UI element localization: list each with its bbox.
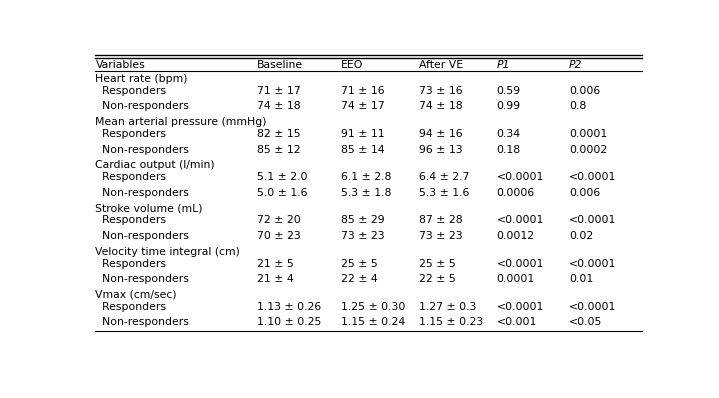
Text: 82 ± 15: 82 ± 15: [257, 129, 301, 139]
Text: Responders: Responders: [96, 259, 166, 269]
Text: 22 ± 5: 22 ± 5: [418, 274, 455, 284]
Text: 0.01: 0.01: [569, 274, 593, 284]
Text: Velocity time integral (cm): Velocity time integral (cm): [96, 247, 240, 257]
Text: Non-responders: Non-responders: [96, 188, 189, 198]
Text: 5.1 ± 2.0: 5.1 ± 2.0: [257, 172, 308, 182]
Text: <0.0001: <0.0001: [497, 172, 544, 182]
Text: 0.02: 0.02: [569, 231, 593, 241]
Text: 0.0002: 0.0002: [569, 144, 608, 154]
Text: 1.15 ± 0.23: 1.15 ± 0.23: [418, 318, 483, 328]
Text: Heart rate (bpm): Heart rate (bpm): [96, 74, 188, 84]
Text: 87 ± 28: 87 ± 28: [418, 215, 462, 225]
Text: After VE: After VE: [418, 60, 463, 70]
Text: Mean arterial pressure (mmHg): Mean arterial pressure (mmHg): [96, 117, 267, 127]
Text: 0.0001: 0.0001: [497, 274, 535, 284]
Text: 85 ± 14: 85 ± 14: [341, 144, 384, 154]
Text: <0.0001: <0.0001: [497, 215, 544, 225]
Text: 1.10 ± 0.25: 1.10 ± 0.25: [257, 318, 321, 328]
Text: P1: P1: [497, 60, 510, 70]
Text: 73 ± 16: 73 ± 16: [418, 86, 462, 96]
Text: 73 ± 23: 73 ± 23: [418, 231, 462, 241]
Text: <0.0001: <0.0001: [497, 259, 544, 269]
Text: 25 ± 5: 25 ± 5: [341, 259, 377, 269]
Text: Stroke volume (mL): Stroke volume (mL): [96, 203, 203, 213]
Text: 5.0 ± 1.6: 5.0 ± 1.6: [257, 188, 308, 198]
Text: Non-responders: Non-responders: [96, 101, 189, 111]
Text: 91 ± 11: 91 ± 11: [341, 129, 384, 139]
Text: Non-responders: Non-responders: [96, 274, 189, 284]
Text: P2: P2: [569, 60, 582, 70]
Text: 1.15 ± 0.24: 1.15 ± 0.24: [341, 318, 405, 328]
Text: 71 ± 16: 71 ± 16: [341, 86, 384, 96]
Text: 94 ± 16: 94 ± 16: [418, 129, 462, 139]
Text: <0.0001: <0.0001: [497, 302, 544, 312]
Text: Non-responders: Non-responders: [96, 231, 189, 241]
Text: 0.0012: 0.0012: [497, 231, 535, 241]
Text: <0.0001: <0.0001: [569, 215, 616, 225]
Text: 71 ± 17: 71 ± 17: [257, 86, 301, 96]
Text: <0.001: <0.001: [497, 318, 537, 328]
Text: Responders: Responders: [96, 172, 166, 182]
Text: 0.99: 0.99: [497, 101, 521, 111]
Text: Responders: Responders: [96, 129, 166, 139]
Text: <0.0001: <0.0001: [569, 172, 616, 182]
Text: 0.8: 0.8: [569, 101, 586, 111]
Text: 0.59: 0.59: [497, 86, 521, 96]
Text: 73 ± 23: 73 ± 23: [341, 231, 384, 241]
Text: 85 ± 29: 85 ± 29: [341, 215, 384, 225]
Text: EEO: EEO: [341, 60, 363, 70]
Text: 0.006: 0.006: [569, 86, 600, 96]
Text: 0.34: 0.34: [497, 129, 521, 139]
Text: 5.3 ± 1.6: 5.3 ± 1.6: [418, 188, 469, 198]
Text: 6.1 ± 2.8: 6.1 ± 2.8: [341, 172, 391, 182]
Text: 0.0006: 0.0006: [497, 188, 535, 198]
Text: Responders: Responders: [96, 86, 166, 96]
Text: 72 ± 20: 72 ± 20: [257, 215, 301, 225]
Text: 74 ± 18: 74 ± 18: [257, 101, 301, 111]
Text: 0.0001: 0.0001: [569, 129, 608, 139]
Text: 74 ± 17: 74 ± 17: [341, 101, 384, 111]
Text: Cardiac output (l/min): Cardiac output (l/min): [96, 160, 215, 170]
Text: <0.0001: <0.0001: [569, 302, 616, 312]
Text: 22 ± 4: 22 ± 4: [341, 274, 377, 284]
Text: Baseline: Baseline: [257, 60, 303, 70]
Text: 74 ± 18: 74 ± 18: [418, 101, 462, 111]
Text: 21 ± 5: 21 ± 5: [257, 259, 294, 269]
Text: 21 ± 4: 21 ± 4: [257, 274, 294, 284]
Text: 96 ± 13: 96 ± 13: [418, 144, 462, 154]
Text: 1.27 ± 0.3: 1.27 ± 0.3: [418, 302, 476, 312]
Text: 1.13 ± 0.26: 1.13 ± 0.26: [257, 302, 321, 312]
Text: <0.05: <0.05: [569, 318, 603, 328]
Text: 0.006: 0.006: [569, 188, 600, 198]
Text: Vmax (cm/sec): Vmax (cm/sec): [96, 290, 177, 300]
Text: 85 ± 12: 85 ± 12: [257, 144, 301, 154]
Text: <0.0001: <0.0001: [569, 259, 616, 269]
Text: Responders: Responders: [96, 302, 166, 312]
Text: 1.25 ± 0.30: 1.25 ± 0.30: [341, 302, 405, 312]
Text: Non-responders: Non-responders: [96, 144, 189, 154]
Text: 5.3 ± 1.8: 5.3 ± 1.8: [341, 188, 391, 198]
Text: 0.18: 0.18: [497, 144, 521, 154]
Text: Variables: Variables: [96, 60, 145, 70]
Text: Responders: Responders: [96, 215, 166, 225]
Text: 25 ± 5: 25 ± 5: [418, 259, 455, 269]
Text: Non-responders: Non-responders: [96, 318, 189, 328]
Text: 6.4 ± 2.7: 6.4 ± 2.7: [418, 172, 469, 182]
Text: 70 ± 23: 70 ± 23: [257, 231, 301, 241]
